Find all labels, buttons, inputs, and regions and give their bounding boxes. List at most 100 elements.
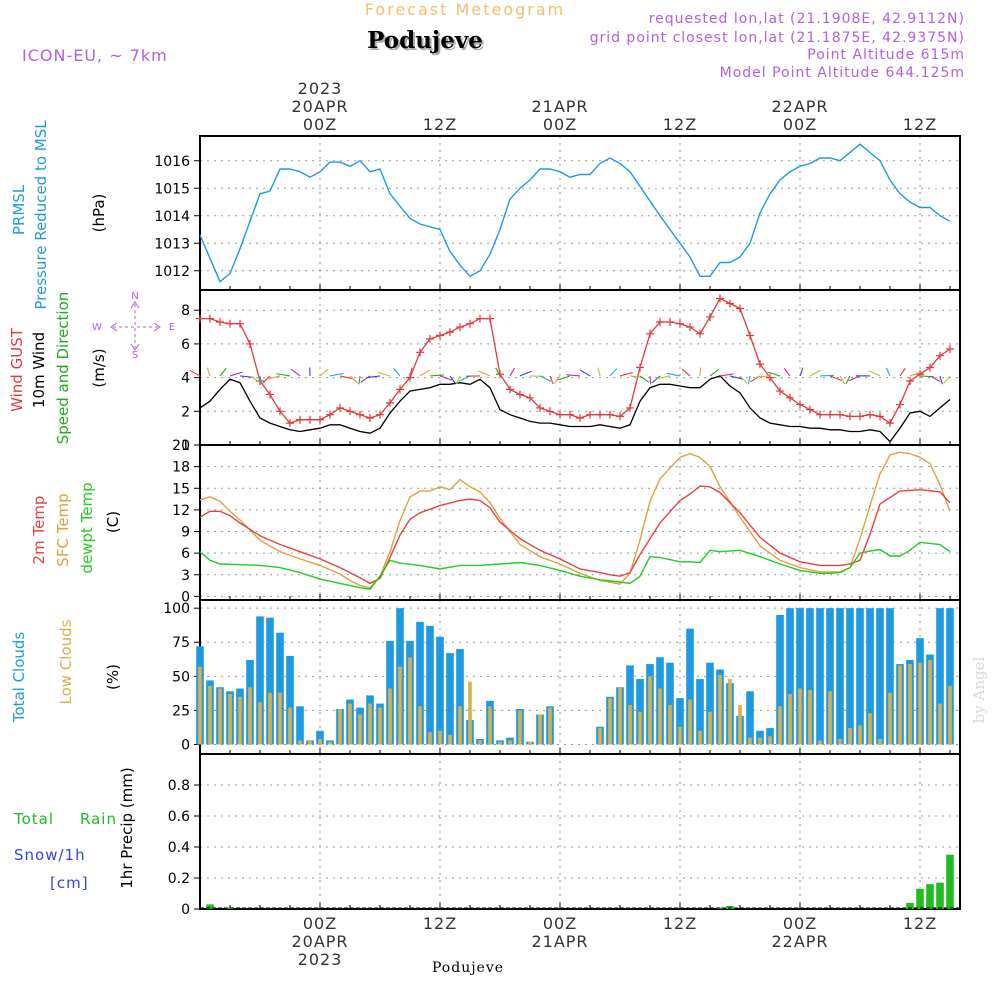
gust-marker	[316, 415, 324, 424]
time-label: 00Z	[783, 115, 817, 134]
panel-frame	[199, 135, 961, 291]
low-clouds-bar	[718, 674, 722, 745]
total-clouds-bar	[796, 608, 804, 745]
low-clouds-bar	[648, 676, 652, 745]
wind-direction-arrow	[509, 367, 516, 377]
temp-sfc-label: SFC Temp	[54, 493, 72, 566]
gust-marker	[386, 398, 394, 407]
low-clouds-bar	[378, 707, 382, 745]
wind-speed-line	[199, 375, 951, 443]
wind-direction-arrow	[656, 375, 671, 380]
wind-direction-arrow	[709, 368, 720, 377]
gust-marker	[626, 403, 634, 412]
wind-direction-arrow	[719, 373, 734, 377]
wind-direction-arrow	[651, 375, 661, 384]
time-label: 00Z	[303, 914, 337, 933]
wind-dir-label: Speed and Direction	[54, 292, 72, 445]
gust-marker	[876, 412, 884, 421]
low-clouds-bar	[778, 706, 782, 745]
total-clouds-bar	[876, 608, 884, 745]
gust-marker	[566, 410, 574, 419]
y-tick-label: 15	[172, 481, 190, 497]
y-tick-label: 1015	[154, 181, 190, 197]
low-clouds-bar	[368, 703, 372, 745]
total-clouds-bar	[836, 608, 844, 745]
gust-marker	[856, 412, 864, 421]
wind-direction-arrow	[929, 375, 941, 383]
y-tick-label: 1012	[154, 264, 190, 280]
gust-marker	[346, 407, 354, 416]
low-clouds-bar	[658, 688, 662, 745]
gust-marker	[916, 370, 924, 379]
compass-s: S	[132, 350, 138, 361]
wind-direction-arrow	[458, 375, 471, 382]
y-tick-label: 0	[181, 438, 190, 454]
time-label: 21APR	[531, 932, 588, 951]
gust-marker	[686, 323, 694, 332]
gust-marker	[446, 328, 454, 337]
total-clouds-bar	[286, 655, 294, 745]
low-clouds-bar	[808, 689, 812, 745]
low-clouds-bar	[628, 704, 632, 745]
low-clouds-bar	[288, 707, 292, 745]
wind-direction-arrow	[219, 368, 227, 377]
gust-marker	[926, 363, 934, 372]
wind-direction-arrow	[291, 368, 301, 377]
y-tick-label: 1014	[154, 209, 190, 225]
gust-marker	[376, 410, 384, 419]
y-tick-label: 0.4	[168, 840, 190, 856]
time-label: 12Z	[663, 914, 697, 933]
low-clouds-bar	[868, 713, 872, 745]
low-clouds-bar	[538, 714, 542, 745]
low-clouds-bar	[768, 736, 772, 745]
gust-marker	[616, 412, 624, 421]
y-tick-label: 0	[181, 737, 190, 753]
gust-marker	[796, 400, 804, 409]
wind-direction-arrow	[539, 375, 551, 382]
precip-rain-label: Rain	[80, 810, 117, 828]
wind-direction-arrow	[229, 371, 243, 377]
gust-marker	[816, 410, 824, 419]
low-clouds-bar	[438, 730, 442, 745]
gust-marker	[246, 339, 254, 348]
low-clouds-bar	[678, 726, 682, 745]
y-tick-label: 50	[172, 669, 190, 685]
total-clouds-bar	[416, 621, 424, 745]
panel-4: 0 0.2 0.4 0.6 0.8	[168, 753, 961, 918]
point-altitude: Point Altitude 615m	[807, 47, 965, 63]
low-clouds-bar	[598, 728, 602, 745]
low-clouds-bar	[748, 737, 752, 745]
gust-marker	[906, 376, 914, 385]
wind-direction-arrow	[899, 367, 906, 377]
low-clouds-bar	[528, 741, 532, 745]
gust-marker	[286, 419, 294, 428]
gust-marker	[716, 294, 724, 303]
total-clouds-bar	[676, 698, 684, 745]
wind-direction-arrow	[868, 370, 881, 377]
gust-marker	[806, 405, 814, 414]
panel-0: 1012 1013 1014 1015 1016	[154, 135, 961, 291]
wind-direction-arrow	[848, 375, 861, 382]
total-clouds-bar	[296, 706, 304, 745]
gust-line	[200, 297, 951, 425]
low-clouds-bar	[698, 730, 702, 745]
low-clouds-bar	[908, 664, 912, 745]
total-clouds-bar	[706, 662, 714, 745]
grid-point-coords: grid point closest lon,lat (21.1875E, 42…	[590, 30, 965, 46]
gust-marker	[706, 312, 714, 321]
low-clouds-bar	[478, 740, 482, 745]
low-clouds-bar	[758, 737, 762, 745]
y-tick-label: 1013	[154, 236, 190, 252]
time-label: 20APR	[291, 97, 348, 116]
time-label: 12Z	[903, 914, 937, 933]
wind-direction-arrow	[579, 369, 591, 377]
time-label: 00Z	[543, 914, 577, 933]
y-tick-label: 6	[181, 337, 190, 353]
low-clouds-bar	[258, 702, 262, 745]
low-clouds-bar	[318, 739, 322, 745]
low-clouds-bar	[508, 740, 512, 745]
gust-marker	[206, 314, 214, 323]
gust-marker	[366, 414, 374, 423]
wind-unit: (m/s)	[90, 348, 108, 387]
low-clouds-bar	[928, 659, 932, 745]
